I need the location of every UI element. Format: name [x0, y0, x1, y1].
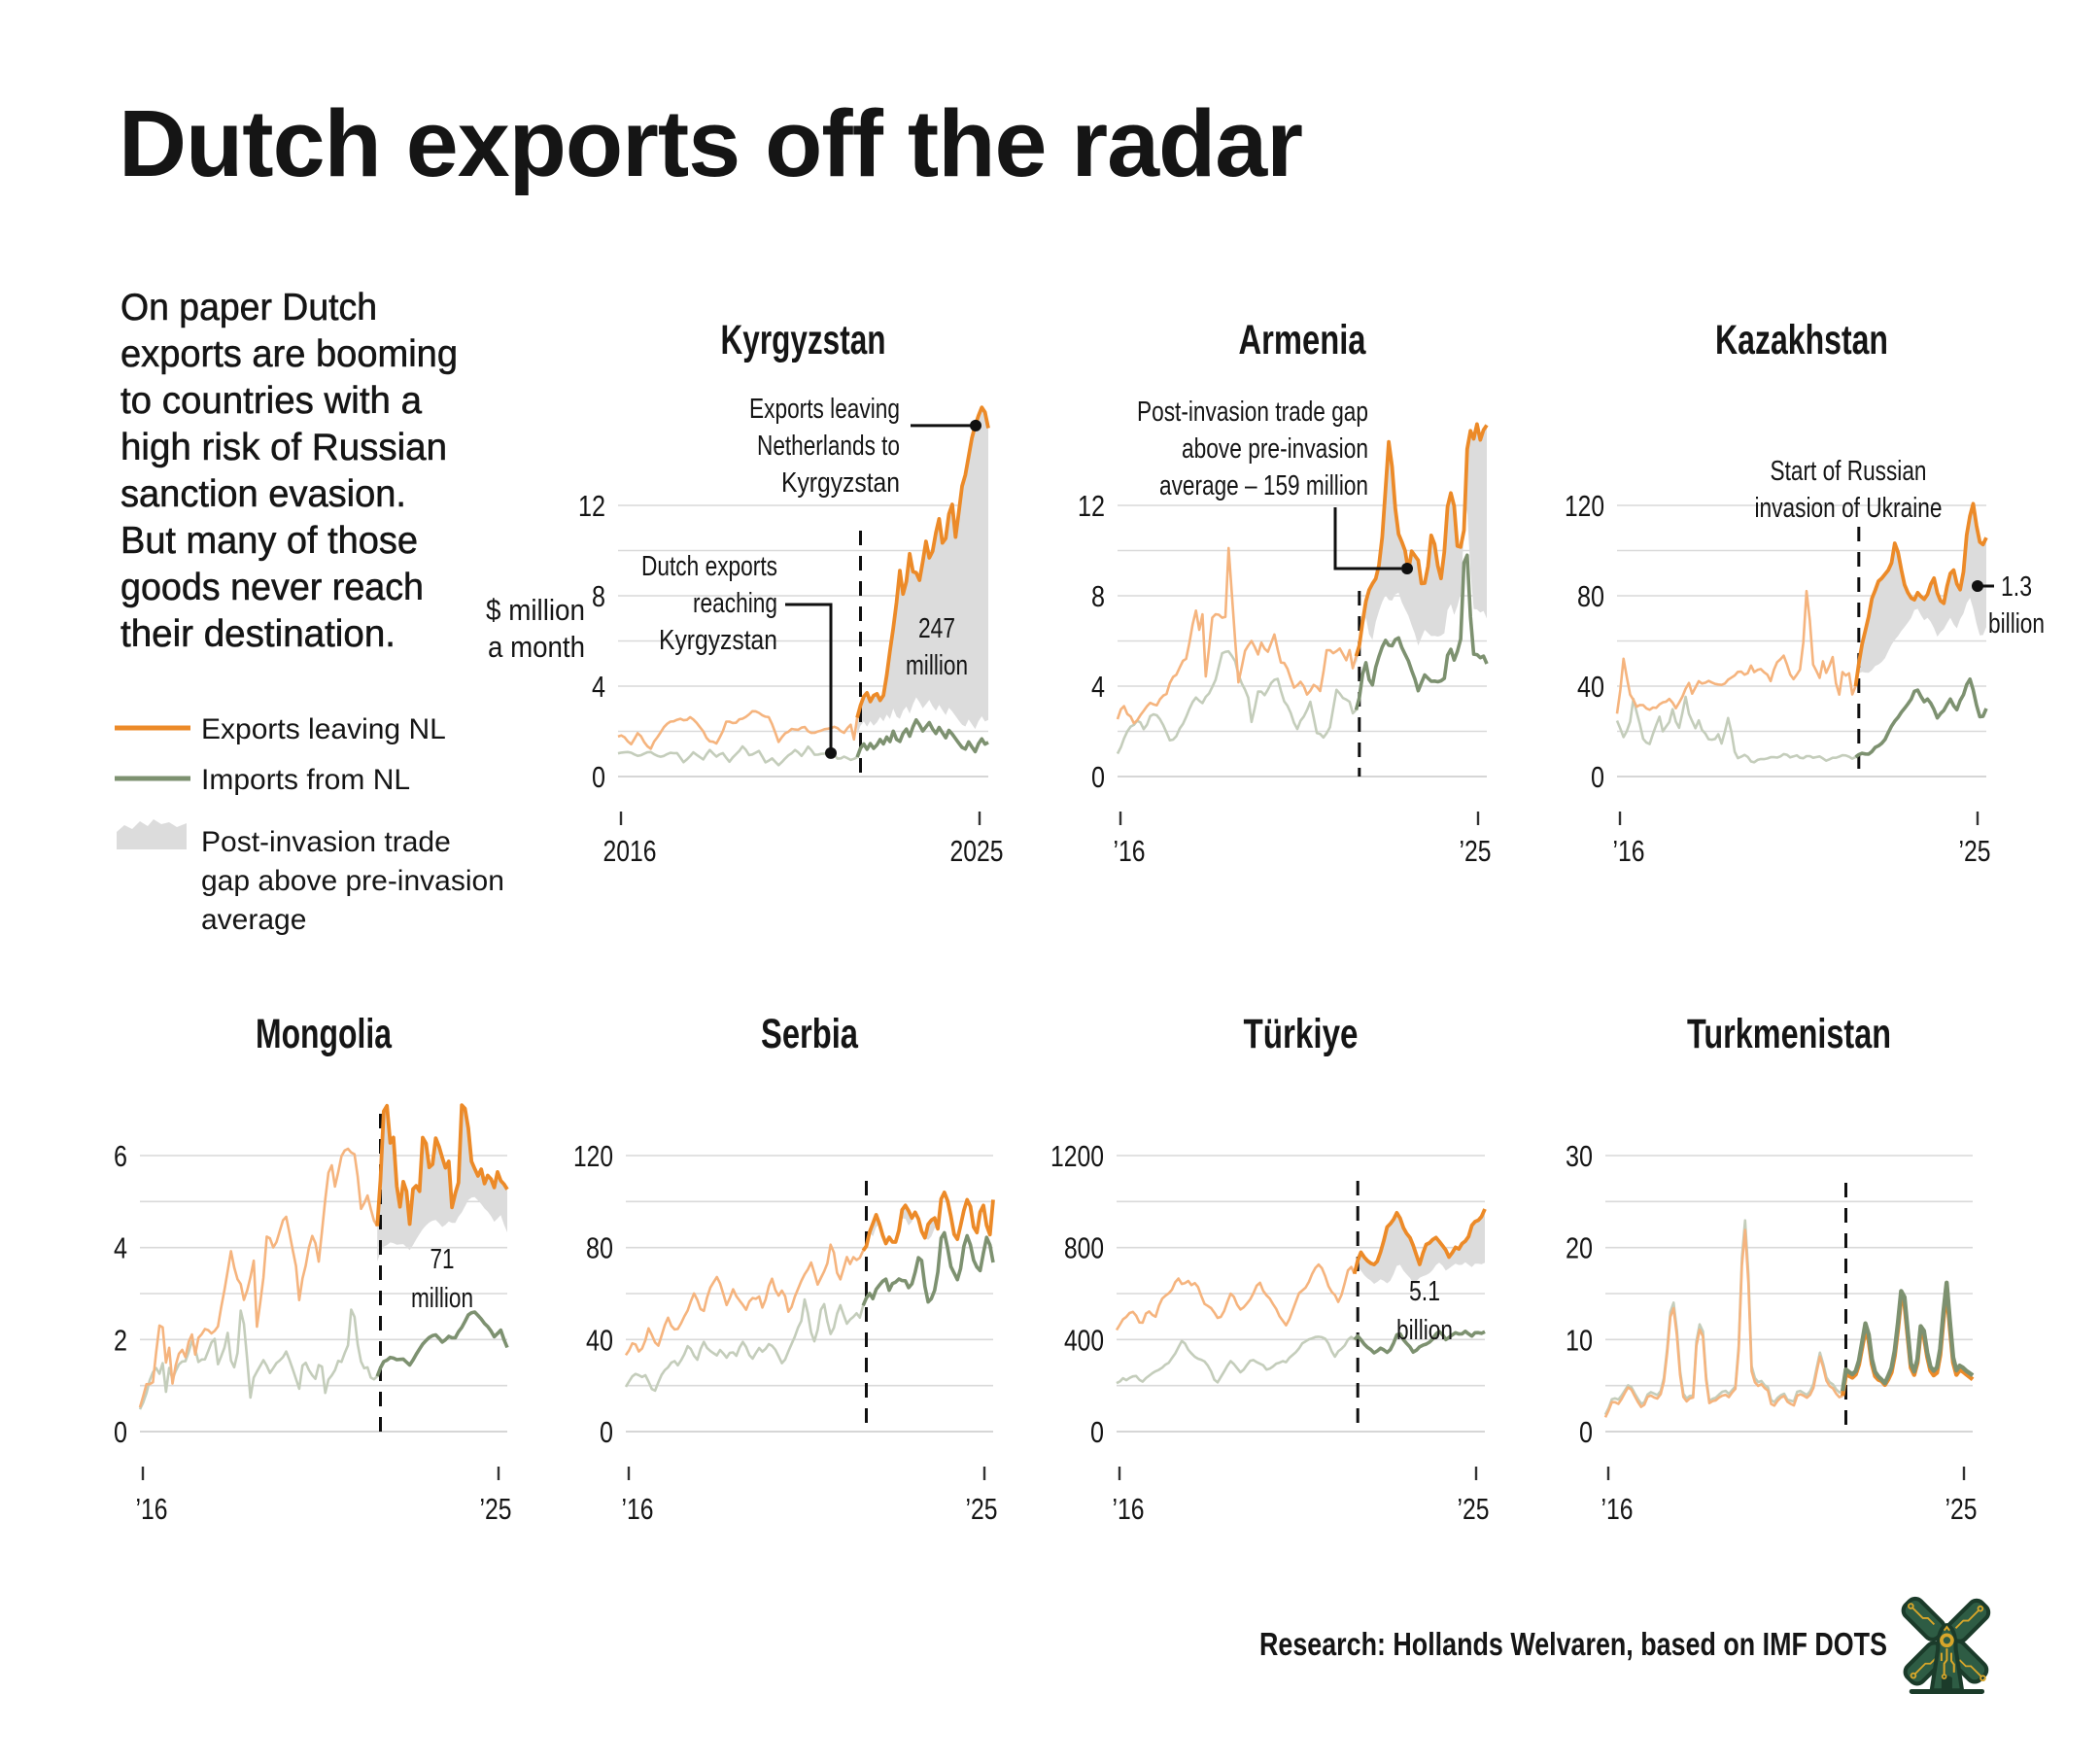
svg-text:Mongolia: Mongolia: [256, 1011, 393, 1057]
svg-text:’16: ’16: [622, 1492, 654, 1526]
svg-text:Türkiye: Türkiye: [1244, 1011, 1359, 1057]
svg-text:1200: 1200: [1050, 1139, 1104, 1173]
svg-text:Dutch exports off the radar: Dutch exports off the radar: [119, 90, 1302, 196]
svg-text:0: 0: [1579, 1415, 1593, 1449]
svg-text:to countries with a: to countries with a: [120, 380, 422, 422]
svg-text:Armenia: Armenia: [1239, 317, 1367, 363]
svg-text:’25: ’25: [966, 1492, 998, 1526]
svg-text:Serbia: Serbia: [761, 1011, 859, 1057]
svg-text:40: 40: [586, 1323, 613, 1357]
svg-text:20: 20: [1566, 1231, 1593, 1265]
svg-text:average: average: [201, 904, 306, 936]
svg-text:Turkmenistan: Turkmenistan: [1687, 1011, 1891, 1057]
svg-text:their destination.: their destination.: [120, 613, 396, 655]
svg-text:’25: ’25: [1945, 1492, 1978, 1526]
svg-text:Kyrgyzstan: Kyrgyzstan: [721, 317, 886, 363]
svg-text:Imports from NL: Imports from NL: [201, 764, 410, 796]
svg-text:12: 12: [578, 489, 605, 523]
svg-text:0: 0: [114, 1415, 127, 1449]
svg-text:$ million: $ million: [486, 593, 585, 627]
svg-text:Kyrgyzstan: Kyrgyzstan: [781, 467, 900, 499]
svg-text:6: 6: [114, 1139, 127, 1173]
svg-text:0: 0: [1090, 1415, 1104, 1449]
svg-text:12: 12: [1078, 489, 1105, 523]
svg-text:sanction evasion.: sanction evasion.: [120, 473, 406, 515]
svg-text:’25: ’25: [1458, 1492, 1490, 1526]
svg-text:gap above pre-invasion: gap above pre-invasion: [201, 865, 504, 897]
svg-text:Exports leaving: Exports leaving: [749, 394, 900, 425]
svg-text:’16: ’16: [1114, 834, 1146, 868]
svg-text:71: 71: [430, 1244, 455, 1275]
svg-text:reaching: reaching: [693, 588, 777, 619]
svg-text:8: 8: [1091, 579, 1105, 613]
svg-text:’16: ’16: [1613, 834, 1645, 868]
svg-text:Kyrgyzstan: Kyrgyzstan: [659, 625, 777, 656]
svg-text:On paper Dutch: On paper Dutch: [120, 287, 377, 328]
svg-text:400: 400: [1064, 1323, 1104, 1357]
svg-text:Post-invasion trade: Post-invasion trade: [201, 826, 451, 858]
svg-text:’25: ’25: [1460, 834, 1492, 868]
svg-text:0: 0: [592, 760, 605, 794]
svg-text:exports are booming: exports are booming: [120, 333, 458, 375]
svg-text:80: 80: [1577, 579, 1604, 613]
svg-text:billion: billion: [1396, 1315, 1453, 1346]
svg-text:4: 4: [1091, 670, 1105, 704]
svg-text:0: 0: [1591, 760, 1604, 794]
svg-text:40: 40: [1577, 670, 1604, 704]
svg-text:goods never reach: goods never reach: [120, 567, 424, 608]
svg-text:’16: ’16: [1113, 1492, 1145, 1526]
svg-text:Kazakhstan: Kazakhstan: [1715, 317, 1888, 363]
svg-text:247: 247: [918, 613, 955, 644]
svg-text:million: million: [906, 650, 968, 681]
svg-text:Netherlands to: Netherlands to: [757, 431, 900, 462]
svg-text:120: 120: [1565, 489, 1604, 523]
svg-text:2: 2: [114, 1323, 127, 1357]
svg-text:Dutch exports: Dutch exports: [641, 551, 777, 582]
svg-text:’16: ’16: [136, 1492, 168, 1526]
svg-text:million: million: [411, 1283, 473, 1314]
svg-text:Research: Hollands Welvaren, b: Research: Hollands Welvaren, based on IM…: [1259, 1626, 1887, 1662]
svg-text:800: 800: [1064, 1231, 1104, 1265]
svg-text:’16: ’16: [1601, 1492, 1634, 1526]
svg-text:120: 120: [573, 1139, 613, 1173]
svg-text:Exports leaving NL: Exports leaving NL: [201, 713, 446, 745]
svg-text:80: 80: [586, 1231, 613, 1265]
svg-text:2025: 2025: [950, 834, 1004, 868]
svg-text:10: 10: [1566, 1323, 1593, 1357]
svg-text:’25: ’25: [480, 1492, 512, 1526]
svg-text:0: 0: [1091, 760, 1105, 794]
svg-text:Post-invasion trade gap: Post-invasion trade gap: [1137, 397, 1368, 428]
svg-text:8: 8: [592, 579, 605, 613]
svg-text:’25: ’25: [1959, 834, 1991, 868]
svg-text:But many of those: But many of those: [120, 520, 418, 562]
svg-text:5.1: 5.1: [1409, 1276, 1440, 1307]
svg-text:0: 0: [600, 1415, 613, 1449]
svg-text:billion: billion: [1988, 608, 2045, 640]
svg-text:high risk of Russian: high risk of Russian: [120, 427, 447, 468]
svg-text:4: 4: [114, 1231, 127, 1265]
svg-text:Start of Russian: Start of Russian: [1771, 456, 1927, 487]
svg-text:2016: 2016: [603, 834, 657, 868]
svg-text:30: 30: [1566, 1139, 1593, 1173]
svg-text:4: 4: [592, 670, 605, 704]
svg-text:a month: a month: [488, 630, 585, 664]
svg-text:above pre-invasion: above pre-invasion: [1182, 433, 1368, 465]
svg-text:invasion of Ukraine: invasion of Ukraine: [1755, 493, 1943, 524]
svg-text:1.3: 1.3: [2001, 571, 2032, 603]
svg-text:average – 159 million: average – 159 million: [1159, 470, 1368, 501]
